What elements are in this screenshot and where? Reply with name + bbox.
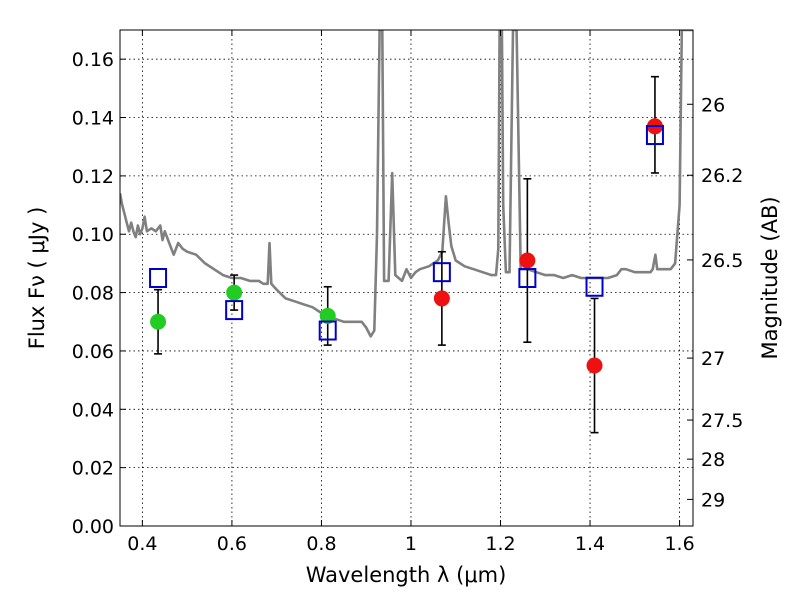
x-tick-label: 1.2 [485, 533, 515, 555]
x-tick-label: 0.4 [127, 533, 157, 555]
magnitude-axis-label: Magnitude (AB) [758, 196, 782, 359]
plot-clip-group [120, 30, 693, 434]
model-spectrum-line [120, 30, 693, 338]
magnitude-tick-label: 29 [701, 489, 725, 511]
y-tick-label: 0.04 [72, 399, 114, 421]
model-flux-square [518, 268, 537, 288]
y-tick-label: 0.10 [72, 224, 114, 246]
magnitude-tick-label: 26.5 [701, 250, 743, 272]
y-tick-label: 0.08 [72, 283, 114, 305]
y-tick-label: 0.12 [72, 166, 114, 188]
y-tick-label: 0.16 [72, 49, 114, 71]
x-tick-label: 0.6 [217, 533, 247, 555]
y-tick-label: 0.02 [72, 458, 114, 480]
measured-flux-point [586, 357, 603, 374]
magnitude-tick-label: 27.5 [701, 410, 743, 432]
measured-flux-point [519, 252, 536, 269]
measured-flux-point [433, 290, 450, 307]
model-flux-square [225, 300, 244, 321]
x-tick-label: 0.8 [306, 533, 336, 555]
x-tick-label: 1.6 [664, 533, 694, 555]
x-axis-label: Wavelength λ (μm) [306, 563, 507, 587]
plot-frame [119, 29, 694, 527]
x-axis: 0.4 0.6 0.8 1 1.2 1.4 1.6 [127, 30, 695, 555]
magnitude-tick-label: 26 [701, 94, 725, 116]
y-tick-label: 0.00 [72, 516, 114, 538]
y-tick-label: 0.06 [72, 341, 114, 363]
y-axis-label: Flux Fν ( μJy ) [25, 207, 49, 350]
magnitude-tick-label: 26.2 [701, 165, 743, 187]
y-axis: 0.00 0.02 0.04 0.06 0.08 0.10 0.12 0.14 0.16 [72, 49, 126, 538]
model-flux-square [645, 125, 664, 146]
model-flux-square [149, 268, 168, 288]
y-tick-label: 0.14 [72, 108, 114, 130]
x-tick-label: 1.4 [575, 533, 605, 555]
measured-flux-point [319, 307, 336, 324]
measured-flux-point [150, 313, 167, 330]
x-tick-label: 1 [405, 533, 417, 555]
model-flux-square [318, 320, 337, 341]
measured-flux-point [226, 284, 243, 301]
model-flux-square [432, 262, 451, 283]
magnitude-tick-label: 28 [701, 449, 725, 471]
magnitude-axis: 26 26.2 26.5 27 27.5 28 29 [687, 94, 743, 511]
model-flux-square [585, 276, 604, 297]
magnitude-tick-label: 27 [701, 348, 725, 370]
